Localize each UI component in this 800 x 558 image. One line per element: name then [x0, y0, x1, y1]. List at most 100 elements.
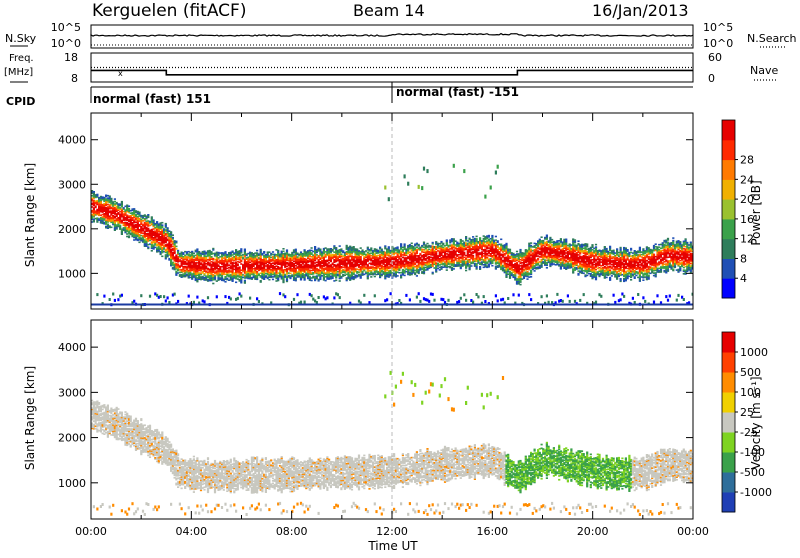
power-cell — [277, 250, 279, 252]
power-cell — [128, 205, 130, 207]
power-cell — [488, 235, 490, 237]
power-cell — [495, 294, 497, 297]
freq-series-line — [91, 70, 693, 74]
power-cell — [282, 248, 284, 250]
nsky-series-line — [91, 34, 693, 37]
power-cell — [483, 295, 485, 298]
power-cell — [175, 246, 177, 248]
power-cell — [149, 295, 151, 298]
power-cell — [484, 195, 486, 199]
power-cell — [419, 300, 421, 303]
power-cell — [495, 236, 497, 238]
power-cell — [433, 299, 435, 302]
power-cell — [419, 253, 421, 255]
power-cell — [116, 202, 118, 204]
power-cell — [516, 251, 518, 253]
power-cell — [175, 241, 177, 243]
power-cell — [335, 247, 337, 249]
power-cell — [519, 249, 521, 251]
cpid-segment-label: normal (fast) -151 — [396, 85, 519, 99]
power-cell — [140, 294, 142, 297]
power-cell — [304, 301, 306, 304]
power-cell — [432, 242, 434, 244]
power-cell — [526, 271, 528, 273]
power-cell — [161, 222, 163, 224]
power-cell — [440, 241, 442, 243]
power-cell — [446, 239, 448, 241]
power-cell — [442, 243, 444, 245]
power-cell — [363, 294, 365, 297]
nsky-panel: 10^510^010^510^0 — [51, 21, 733, 50]
power-cell — [418, 292, 420, 295]
power-cell — [530, 242, 532, 244]
power-cell — [295, 249, 297, 251]
power-cell — [239, 266, 241, 268]
power-cell — [163, 295, 165, 298]
power-cell — [423, 242, 425, 244]
power-cell — [530, 276, 532, 278]
power-cell — [458, 300, 460, 303]
power-cell — [470, 265, 472, 267]
freq-label-line1: Freq. — [9, 53, 34, 64]
power-cell — [107, 224, 109, 226]
power-cell — [268, 251, 270, 253]
power-cell — [216, 295, 218, 298]
nsky-left-tick: 10^0 — [51, 37, 81, 50]
power-cell — [404, 243, 406, 245]
power-cell — [381, 249, 383, 251]
power-cell — [530, 249, 532, 251]
power-cell — [121, 294, 123, 297]
power-cell — [469, 238, 471, 240]
power-cell — [416, 296, 418, 299]
power-cell — [193, 301, 195, 304]
power-cell — [103, 295, 105, 298]
power-cell — [191, 251, 193, 253]
power-cell — [224, 295, 226, 298]
power-cell — [110, 198, 112, 200]
power-cell — [263, 251, 265, 253]
power-cell — [210, 256, 212, 258]
power-cell — [486, 257, 488, 259]
power-cell — [497, 165, 499, 169]
power-cell — [530, 298, 532, 301]
nsky-right-tick: 10^5 — [703, 21, 733, 34]
power-cell — [110, 227, 112, 229]
power-cell — [272, 251, 274, 253]
power-cell — [300, 251, 302, 253]
power-cell — [519, 284, 521, 286]
power-cell — [284, 295, 286, 298]
power-cell — [93, 191, 95, 193]
power-cell — [421, 186, 423, 190]
freq-left-tick: 8 — [71, 72, 78, 85]
power-cell — [119, 225, 121, 227]
power-cell — [356, 249, 358, 251]
power-cell — [156, 221, 158, 223]
power-cell — [507, 297, 509, 300]
nsky-label: N.Sky — [5, 32, 37, 45]
power-cell — [509, 249, 511, 251]
power-cell — [405, 294, 407, 297]
power-cell — [526, 278, 528, 280]
power-cell — [309, 276, 311, 278]
power-cell — [386, 298, 388, 301]
power-cell — [153, 219, 155, 221]
power-cell — [340, 248, 342, 250]
freq-left-tick: 18 — [64, 51, 78, 64]
power-cell — [342, 250, 344, 252]
power-cell — [446, 269, 448, 271]
power-cell — [337, 293, 339, 296]
power-cell — [404, 174, 406, 178]
power-cell — [367, 264, 369, 266]
power-cell — [224, 281, 226, 283]
power-cell — [193, 253, 195, 255]
power-cell — [426, 243, 428, 245]
power-cell — [177, 250, 179, 252]
power-cell — [268, 279, 270, 281]
power-cell — [147, 214, 149, 216]
date-title: 16/Jan/2013 — [592, 1, 689, 20]
power-cell — [311, 280, 313, 282]
power-cell — [240, 260, 242, 262]
power-cell — [160, 295, 162, 298]
power-cell — [226, 278, 228, 280]
power-cell — [463, 293, 465, 296]
